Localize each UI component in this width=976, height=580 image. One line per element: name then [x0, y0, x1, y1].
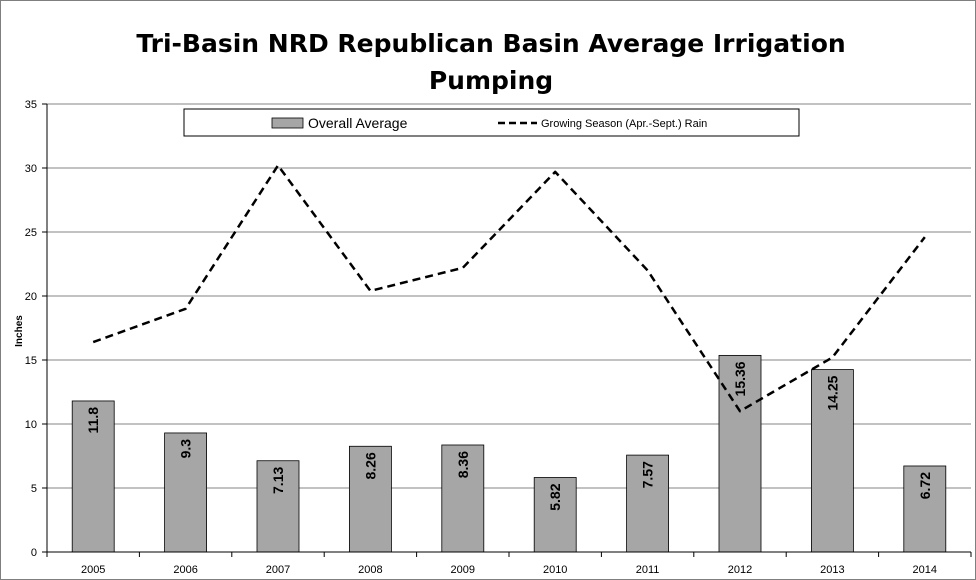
y-tick-label: 25: [25, 227, 37, 239]
x-tick-label: 2013: [820, 564, 844, 576]
x-tick-label: 2008: [358, 564, 382, 576]
y-tick-label: 15: [25, 355, 37, 367]
y-tick-label: 5: [31, 483, 37, 495]
rain-line: [92, 164, 926, 413]
bar: [71, 400, 115, 553]
x-tick-label: 2007: [266, 564, 290, 576]
bar: [256, 460, 300, 553]
x-tick-label: 2014: [913, 564, 937, 576]
x-tick-label: 2012: [728, 564, 752, 576]
y-tick-label: 20: [25, 291, 37, 303]
x-tick-label: 2006: [173, 564, 197, 576]
x-tick-label: 2005: [81, 564, 105, 576]
bar-value-label: 7.13: [270, 467, 286, 494]
bar-value-label: 14.25: [824, 375, 840, 410]
bar: [348, 445, 392, 553]
x-tick-label: 2009: [451, 564, 475, 576]
x-tick-label: 2010: [543, 564, 567, 576]
y-tick-labels: 0 5 10 15 20 25 30 35: [25, 99, 37, 559]
y-tick-label: 0: [31, 547, 37, 559]
bar-data-labels: 11.8 9.3 7.13 8.26 8.36 5.82 7.57 15.36 14.25 6.7…: [85, 361, 933, 511]
y-axis-label: Inches: [14, 315, 25, 347]
bars: [71, 354, 947, 553]
x-tick-label: 2011: [636, 564, 660, 576]
bar-value-label: 8.36: [455, 451, 471, 478]
bar: [903, 465, 947, 553]
rain-line-path: [92, 164, 926, 413]
chart-title-line1: Tri-Basin NRD Republican Basin Average I…: [136, 29, 845, 58]
bar-value-label: 8.26: [362, 452, 378, 479]
legend-bar-swatch: [271, 117, 304, 129]
y-tick-label: 30: [25, 163, 37, 175]
bar-value-label: 7.57: [640, 461, 656, 488]
bar-value-label: 5.82: [547, 483, 563, 510]
x-tick-labels: 2005 2006 2007 2008 2009 2010 2011 2012 2013 2014: [81, 564, 937, 576]
chart-title-line2: Pumping: [429, 66, 553, 95]
legend-bar-label: Overall Average: [308, 115, 408, 131]
bar-value-label: 15.36: [732, 361, 748, 396]
bar: [164, 432, 208, 553]
bar-value-label: 6.72: [917, 472, 933, 499]
y-tick-label: 10: [25, 419, 37, 431]
bar: [626, 454, 669, 553]
bar-value-label: 9.3: [178, 439, 194, 459]
legend-line-label: Growing Season (Apr.-Sept.) Rain: [541, 118, 707, 130]
y-tick-label: 35: [25, 99, 37, 111]
bar-value-label: 11.8: [85, 407, 101, 434]
axes: [46, 104, 972, 557]
bar: [811, 369, 854, 553]
legend: Overall Average Growing Season (Apr.-Sep…: [183, 108, 800, 137]
legend-box: [183, 108, 800, 137]
